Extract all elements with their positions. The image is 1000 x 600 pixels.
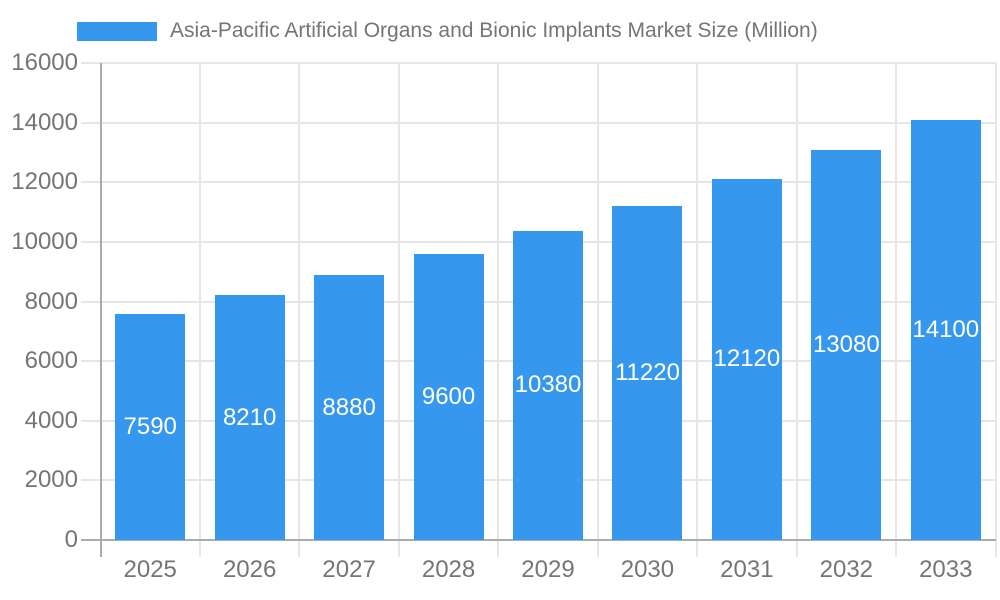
h-gridline xyxy=(81,62,996,64)
v-gridline xyxy=(497,63,500,557)
y-axis-tick-label: 10000 xyxy=(11,227,78,255)
bar xyxy=(413,253,484,540)
x-axis-tick-label: 2028 xyxy=(421,556,476,583)
bar xyxy=(214,295,285,540)
v-gridline xyxy=(397,63,400,557)
y-axis-tick-label: 0 xyxy=(64,526,78,553)
x-axis-tick-label: 2031 xyxy=(720,556,774,583)
y-axis-tick-label: 12000 xyxy=(11,168,78,196)
x-axis-tick-label: 2030 xyxy=(620,556,675,583)
bar-value-label: 8210 xyxy=(222,403,277,431)
y-axis-tick-label: 6000 xyxy=(24,347,78,375)
bar xyxy=(513,230,583,540)
h-gridline xyxy=(81,121,996,124)
h-gridline xyxy=(81,181,996,184)
bar xyxy=(612,205,683,540)
bar-value-label: 9600 xyxy=(421,382,476,410)
y-axis-line xyxy=(99,63,102,557)
y-axis-tick-label: 8000 xyxy=(24,287,78,315)
bar-value-label: 11220 xyxy=(614,358,680,386)
bar-value-label: 14100 xyxy=(912,315,980,343)
x-axis-tick-label: 2026 xyxy=(222,556,277,583)
v-gridline xyxy=(696,63,699,557)
v-gridline xyxy=(198,63,201,557)
v-gridline xyxy=(895,63,898,557)
bar xyxy=(115,313,186,540)
x-axis-line xyxy=(81,539,996,541)
bar-value-label: 12120 xyxy=(713,345,781,373)
chart-legend: Asia-Pacific Artificial Organs and Bioni… xyxy=(77,17,818,45)
v-gridline xyxy=(795,63,798,557)
x-axis-tick-label: 2029 xyxy=(521,556,575,583)
bar xyxy=(811,150,882,540)
bar-value-label: 8880 xyxy=(322,393,376,421)
bar xyxy=(711,178,782,540)
x-axis-tick-label: 2033 xyxy=(919,556,973,583)
y-axis-tick-label: 4000 xyxy=(24,406,78,434)
x-axis-tick-label: 2032 xyxy=(819,556,874,583)
v-gridline xyxy=(298,63,301,557)
bar xyxy=(314,275,385,540)
v-gridline xyxy=(994,63,997,557)
v-gridline xyxy=(596,63,599,557)
y-axis-tick-label: 14000 xyxy=(11,108,78,136)
y-axis-tick-label: 16000 xyxy=(11,49,78,76)
legend-series-label: Asia-Pacific Artificial Organs and Bioni… xyxy=(170,19,818,42)
bar-value-label: 7590 xyxy=(123,412,177,440)
x-axis-tick-label: 2027 xyxy=(322,556,376,583)
bar-value-label: 13080 xyxy=(812,331,880,359)
legend-swatch xyxy=(77,21,157,41)
bar-value-label: 10380 xyxy=(514,371,582,399)
bar xyxy=(910,119,981,540)
x-axis-tick-label: 2025 xyxy=(123,556,177,583)
y-axis-tick-label: 2000 xyxy=(24,466,78,494)
